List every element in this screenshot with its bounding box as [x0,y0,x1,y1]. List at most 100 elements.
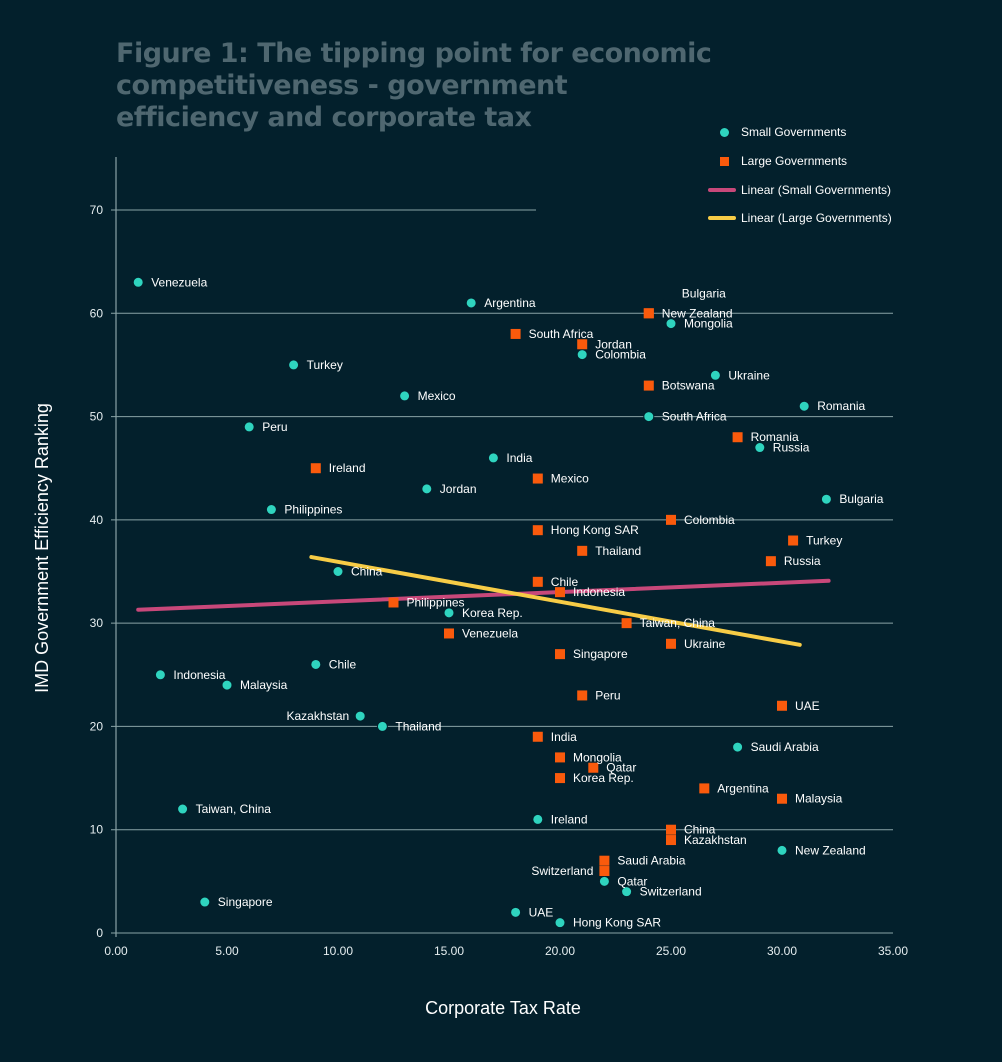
point-label: Malaysia [795,792,843,806]
small-gov-point [754,442,766,454]
small-gov-point [243,421,255,433]
small-gov-point [154,669,166,681]
y-tick-label: 30 [90,616,104,630]
point-label: Thailand [595,544,641,558]
point-label: Philippines [407,595,465,609]
x-tick-label: 30.00 [767,944,797,958]
small-gov-point [310,658,322,670]
legend-item-linear-small: Linear (Small Governments) [705,175,985,204]
small-gov-point [554,917,566,929]
large-gov-point [555,649,565,660]
small-gov-point [798,400,810,412]
point-label: India [551,730,577,744]
legend-item-small: Small Governments [705,118,985,147]
point-label: Botswana [662,379,715,393]
trendline [136,578,831,612]
point-label: New Zealand [662,306,733,320]
large-gov-point [510,328,521,339]
large-gov-point [555,587,565,598]
point-label: Argentina [717,781,769,795]
axes: 0 10 20 30 40 50 60 70 0.00 5.00 10.00 15.00 20.00 25… [90,157,908,958]
x-axis-title: Corporate Tax Rate [425,998,581,1018]
y-tick-label: 0 [96,926,103,940]
point-label: South Africa [662,410,727,424]
chart-title-line: competitiveness - government [116,70,568,101]
legend-label: Small Governments [741,125,847,140]
large-gov-point [577,545,588,556]
legend-item-linear-large: Linear (Large Governments) [705,204,985,233]
small-gov-point [288,359,300,371]
point-label: Turkey [806,534,842,548]
small-gov-point [532,813,544,825]
large-gov-point [310,463,321,474]
large-gov-point [765,556,776,567]
point-label: Jordan [440,482,477,496]
large-gov-point [643,380,654,391]
large-gov-point [699,783,710,794]
point-label: Chile [551,575,579,589]
small-gov-point [510,906,522,918]
point-label: Taiwan, China [640,616,716,630]
point-label: Qatar [617,874,647,888]
large-gov-point [777,793,787,804]
point-label: Peru [595,688,620,702]
small-gov-point [399,390,411,402]
point-label: Chile [329,657,357,671]
point-label: Colombia [595,348,646,362]
small-gov-point [820,493,832,505]
small-gov-point [421,483,433,495]
small-gov-point [354,710,366,722]
x-tick-label: 10.00 [323,944,353,958]
point-label: Venezuela [462,626,518,640]
y-tick-label: 50 [90,410,104,424]
large-gov-point [532,525,543,536]
x-tick-label: 25.00 [656,944,686,958]
data-points [132,276,832,929]
circle-marker-icon [720,127,729,137]
y-tick-label: 60 [90,306,104,320]
point-label: Saudi Arabia [617,854,685,868]
large-gov-point [666,835,676,846]
point-label: Russia [784,554,821,568]
point-label: Kazakhstan [684,833,747,847]
small-gov-point [332,566,344,577]
point-label: Singapore [573,647,628,661]
small-gov-point [598,875,610,887]
small-gov-point [443,607,455,619]
point-label: Indonesia [573,585,625,599]
point-label: Colombia [684,513,735,527]
point-label: Ireland [329,461,366,475]
x-tick-label: 5.00 [215,944,239,958]
point-label: Switzerland [531,864,593,878]
small-gov-point [621,886,633,898]
large-gov-point [577,690,588,701]
small-gov-point [776,844,788,856]
large-gov-point [666,824,676,835]
point-label: Peru [262,420,287,434]
y-tick-label: 10 [90,823,104,837]
legend-label: Linear (Large Governments) [741,211,892,226]
small-gov-point [465,297,477,309]
small-gov-point [199,896,211,908]
large-gov-point [788,535,799,546]
point-label: Saudi Arabia [751,740,819,754]
point-label: China [684,823,716,837]
small-gov-point [732,741,744,753]
large-gov-point [532,731,543,742]
legend: Small Governments Large Governments Line… [705,118,985,233]
gridlines [111,209,893,934]
large-gov-point [599,866,610,877]
y-tick-label: 70 [90,203,104,217]
point-label: Romania [817,399,865,413]
small-gov-point [576,349,588,361]
large-gov-point [532,576,543,587]
y-tick-label: 40 [90,513,104,527]
point-label: Mexico [418,389,456,403]
line-marker-icon [708,216,736,221]
point-label: China [351,565,383,579]
point-label: Venezuela [151,275,207,289]
chart-title-line: efficiency and corporate tax [116,102,532,133]
small-gov-point [132,276,144,288]
large-gov-point [588,762,599,773]
point-label: Russia [773,441,810,455]
